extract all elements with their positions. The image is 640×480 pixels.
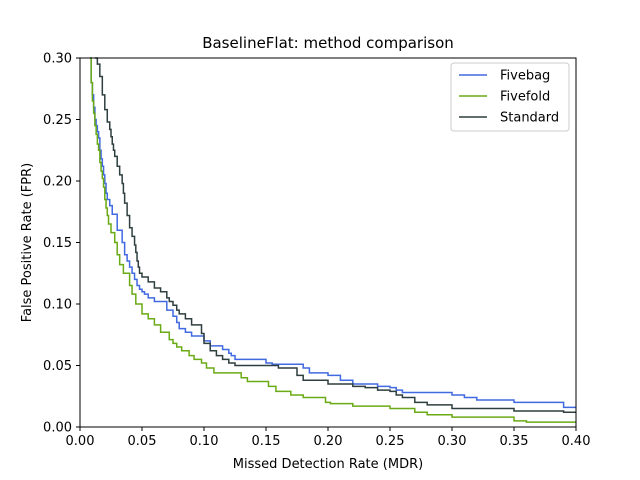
y-tick-label: 0.00	[43, 421, 72, 436]
y-tick-label: 0.30	[43, 52, 72, 67]
x-tick-label: 0.40	[562, 434, 591, 449]
x-tick-label: 0.15	[252, 434, 281, 449]
x-tick-label: 0.00	[66, 434, 95, 449]
x-tick-label: 0.25	[376, 434, 405, 449]
legend: Fivebag Fivefold Standard	[450, 62, 570, 132]
series-line-fivefold	[89, 57, 576, 423]
x-tick-label: 0.30	[438, 434, 467, 449]
y-tick-label: 0.10	[43, 298, 72, 313]
x-tick-label: 0.10	[190, 434, 219, 449]
series-line-standard	[94, 57, 576, 413]
y-axis-label: False Positive Rate (FPR)	[20, 163, 35, 322]
y-tick-label: 0.25	[43, 113, 72, 128]
legend-frame	[450, 62, 570, 132]
x-tick-label: 0.20	[314, 434, 343, 449]
x-tick-label: 0.35	[500, 434, 529, 449]
chart-title: BaselineFlat: method comparison	[202, 34, 454, 52]
y-tick-label: 0.20	[43, 175, 72, 190]
x-axis-label: Missed Detection Rate (MDR)	[233, 457, 423, 472]
legend-label-standard: Standard	[500, 111, 559, 126]
legend-label-fivebag: Fivebag	[500, 69, 550, 84]
y-axis-ticks: 0.00 0.05 0.10 0.15 0.20 0.25 0.30	[43, 52, 80, 436]
legend-label-fivefold: Fivefold	[500, 90, 550, 105]
y-tick-label: 0.05	[43, 359, 72, 374]
y-tick-label: 0.15	[43, 236, 72, 251]
x-axis-ticks: 0.00 0.05 0.10 0.15 0.20 0.25 0.30 0.35 0.40	[66, 427, 591, 449]
x-tick-label: 0.05	[128, 434, 157, 449]
plot-series-group	[89, 57, 576, 423]
